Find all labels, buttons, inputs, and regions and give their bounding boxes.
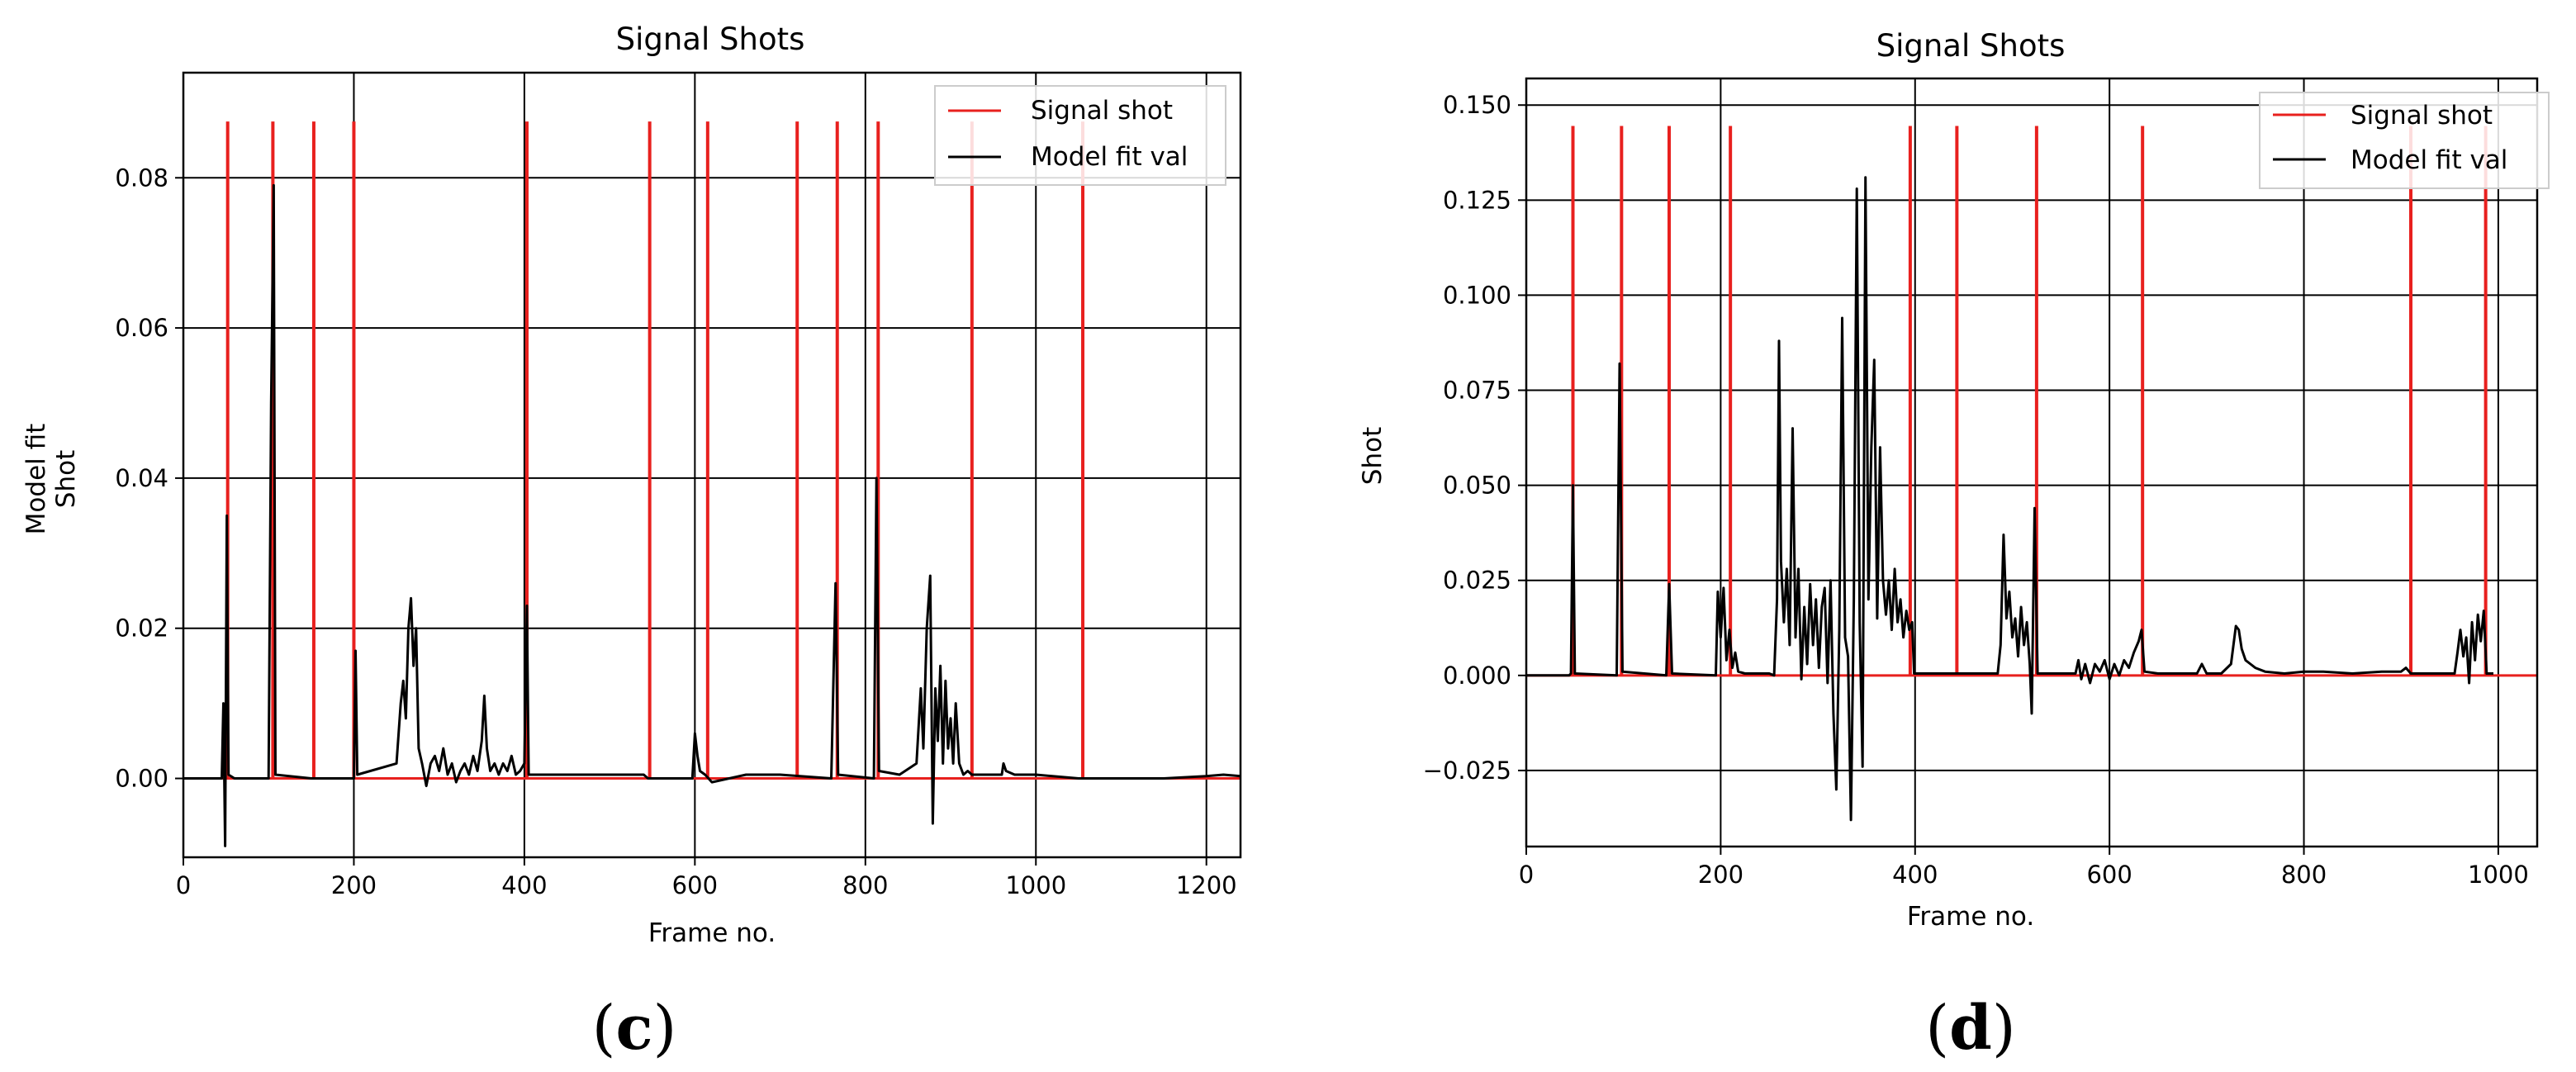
legend-signal-label: Signal shot (2351, 101, 2493, 130)
y-tick-label: 0.150 (1443, 91, 1511, 119)
x-tick-label: 200 (1698, 861, 1743, 889)
legend-box (934, 85, 1226, 186)
y-tick-label: 0.125 (1443, 186, 1511, 214)
chart-title: Signal Shots (1876, 28, 2066, 64)
panel-label-open: ( (592, 993, 616, 1064)
chart-panel-c: Signal Shots Frame no. Model fit Shot (c… (21, 21, 1242, 1064)
x-tick-label: 200 (331, 871, 377, 899)
x-tick-label: 1000 (1005, 871, 1066, 899)
model-fit-line (1526, 176, 2493, 822)
plot-area: 0 200 400 600 800 1000 −0.025 0.000 0.025 0.050 0.… (1423, 77, 2539, 889)
panel-label-close: ) (653, 993, 677, 1064)
panel-label: (d) (1925, 993, 2016, 1064)
y-tick-label: 0.06 (115, 314, 168, 342)
y-axis-label-line-2: Shot (51, 450, 81, 508)
x-tick-label: 1200 (1176, 871, 1237, 899)
panel-label-letter: c (615, 993, 652, 1064)
panel-label: (c) (592, 993, 677, 1064)
y-tick-label: 0.025 (1443, 567, 1511, 595)
legend-model-label: Model fit val (1031, 142, 1188, 172)
chart-panel-d: Signal Shots Frame no. Shot (d) 0 200 400 6… (1288, 0, 2576, 1072)
y-tick-label: 0.04 (115, 464, 168, 492)
x-axis-label: Frame no. (648, 918, 776, 948)
x-tick-label: 0 (1519, 861, 1534, 889)
plot-frame (182, 71, 1242, 859)
x-tick-label: 600 (672, 871, 718, 899)
model-fit-line (183, 183, 1241, 847)
x-tick-label: 600 (2086, 861, 2132, 889)
panel-label-letter: d (1949, 993, 1992, 1064)
panel-label-close: ) (1992, 993, 2016, 1064)
y-tick-label: 0.00 (115, 765, 168, 793)
y-tick-label: 0.000 (1443, 662, 1511, 690)
x-tick-label: 400 (501, 871, 547, 899)
y-axis-label-line-1: Model fit (21, 424, 51, 535)
y-tick-label: 0.075 (1443, 377, 1511, 405)
legend: Signal shot Model fit val (934, 85, 1226, 186)
chart-d-svg: Signal Shots Frame no. Shot (d) 0 200 400 6… (1358, 28, 2550, 1064)
legend: Signal shot Model fit val (2259, 92, 2550, 189)
y-tick-label: 0.02 (115, 614, 168, 643)
chart-title: Signal Shots (616, 21, 805, 57)
y-tick-label: 0.100 (1443, 281, 1511, 309)
x-axis-label: Frame no. (1907, 902, 2034, 932)
x-tick-label: 800 (842, 871, 888, 899)
y-axis-label: Shot (1358, 427, 1388, 485)
y-tick-label: 0.08 (115, 164, 168, 192)
plot-area: 0 200 400 600 800 1000 1200 0.00 0.02 0.04 0.06 0.0… (115, 71, 1242, 899)
legend-model-label: Model fit val (2351, 145, 2507, 175)
plot-frame (1525, 77, 2539, 848)
x-tick-label: 800 (2281, 861, 2327, 889)
chart-c-svg: Signal Shots Frame no. Model fit Shot (c… (21, 21, 1242, 1064)
x-tick-label: 0 (176, 871, 191, 899)
legend-box (2259, 92, 2550, 189)
x-tick-label: 1000 (2468, 861, 2529, 889)
x-tick-label: 400 (1892, 861, 1938, 889)
y-tick-label: −0.025 (1423, 757, 1511, 785)
legend-signal-label: Signal shot (1031, 96, 1173, 126)
y-tick-label: 0.050 (1443, 472, 1511, 500)
panel-label-open: ( (1925, 993, 1949, 1064)
